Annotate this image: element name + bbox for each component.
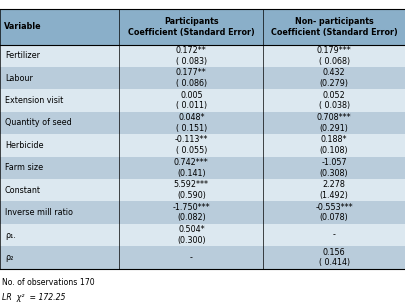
Text: -: -: [190, 253, 193, 262]
FancyBboxPatch shape: [119, 224, 263, 246]
Text: Constant: Constant: [5, 186, 41, 195]
Text: -0.553***
(0.078): -0.553*** (0.078): [315, 203, 353, 223]
FancyBboxPatch shape: [119, 201, 263, 224]
Text: -: -: [333, 231, 336, 239]
FancyBboxPatch shape: [263, 201, 405, 224]
FancyBboxPatch shape: [119, 134, 263, 157]
FancyBboxPatch shape: [119, 67, 263, 89]
Text: -0.113**
( 0.055): -0.113** ( 0.055): [175, 135, 208, 155]
Text: Variable: Variable: [4, 22, 42, 31]
Text: Non- participants
Coefficient (Standard Error): Non- participants Coefficient (Standard …: [271, 17, 397, 37]
FancyBboxPatch shape: [263, 134, 405, 157]
Text: ρ₂: ρ₂: [5, 253, 13, 262]
Text: -1.750***
(0.082): -1.750*** (0.082): [173, 203, 210, 223]
Text: 0.179***
( 0.068): 0.179*** ( 0.068): [317, 46, 352, 66]
FancyBboxPatch shape: [0, 201, 119, 224]
FancyBboxPatch shape: [0, 89, 119, 112]
Text: 0.432
(0.279): 0.432 (0.279): [320, 68, 349, 88]
FancyBboxPatch shape: [119, 246, 263, 269]
FancyBboxPatch shape: [263, 89, 405, 112]
Text: -1.057
(0.308): -1.057 (0.308): [320, 158, 348, 178]
FancyBboxPatch shape: [0, 157, 119, 179]
Text: 0.048*
( 0.151): 0.048* ( 0.151): [176, 113, 207, 133]
Text: 0.156
( 0.414): 0.156 ( 0.414): [319, 247, 350, 267]
Text: 5.592***
(0.590): 5.592*** (0.590): [174, 180, 209, 200]
Text: 0.708***
(0.291): 0.708*** (0.291): [317, 113, 352, 133]
FancyBboxPatch shape: [0, 67, 119, 89]
FancyBboxPatch shape: [263, 224, 405, 246]
Text: Inverse mill ratio: Inverse mill ratio: [5, 208, 73, 217]
Text: Quantity of seed: Quantity of seed: [5, 119, 72, 127]
Text: Extension visit: Extension visit: [5, 96, 63, 105]
FancyBboxPatch shape: [0, 134, 119, 157]
FancyBboxPatch shape: [263, 67, 405, 89]
FancyBboxPatch shape: [119, 9, 263, 45]
Text: Herbicide: Herbicide: [5, 141, 43, 150]
FancyBboxPatch shape: [263, 157, 405, 179]
FancyBboxPatch shape: [0, 179, 119, 201]
Text: 0.742***
(0.141): 0.742*** (0.141): [174, 158, 209, 178]
Text: Fertilizer: Fertilizer: [5, 51, 40, 60]
FancyBboxPatch shape: [0, 224, 119, 246]
FancyBboxPatch shape: [263, 246, 405, 269]
Text: 0.504*
(0.300): 0.504* (0.300): [177, 225, 206, 245]
Text: 2.278
(1.492): 2.278 (1.492): [320, 180, 349, 200]
Text: 0.172**
( 0.083): 0.172** ( 0.083): [176, 46, 207, 66]
FancyBboxPatch shape: [0, 45, 119, 67]
FancyBboxPatch shape: [119, 89, 263, 112]
FancyBboxPatch shape: [119, 112, 263, 134]
Text: No. of observations 170: No. of observations 170: [2, 278, 95, 287]
FancyBboxPatch shape: [0, 9, 119, 45]
FancyBboxPatch shape: [119, 157, 263, 179]
FancyBboxPatch shape: [263, 45, 405, 67]
Text: 0.177**
( 0.086): 0.177** ( 0.086): [176, 68, 207, 88]
Text: 0.005
( 0.011): 0.005 ( 0.011): [176, 91, 207, 111]
Text: ρ₁.: ρ₁.: [5, 231, 16, 239]
FancyBboxPatch shape: [0, 246, 119, 269]
FancyBboxPatch shape: [0, 112, 119, 134]
FancyBboxPatch shape: [119, 179, 263, 201]
FancyBboxPatch shape: [263, 179, 405, 201]
FancyBboxPatch shape: [263, 112, 405, 134]
Text: LR  χ²  = 172.25: LR χ² = 172.25: [2, 293, 65, 301]
FancyBboxPatch shape: [263, 9, 405, 45]
Text: Farm size: Farm size: [5, 163, 43, 172]
Text: Participants
Coefficient (Standard Error): Participants Coefficient (Standard Error…: [128, 17, 255, 37]
Text: 0.052
( 0.038): 0.052 ( 0.038): [319, 91, 350, 111]
Text: 0.188*
(0.108): 0.188* (0.108): [320, 135, 348, 155]
Text: Labour: Labour: [5, 74, 33, 83]
FancyBboxPatch shape: [119, 45, 263, 67]
